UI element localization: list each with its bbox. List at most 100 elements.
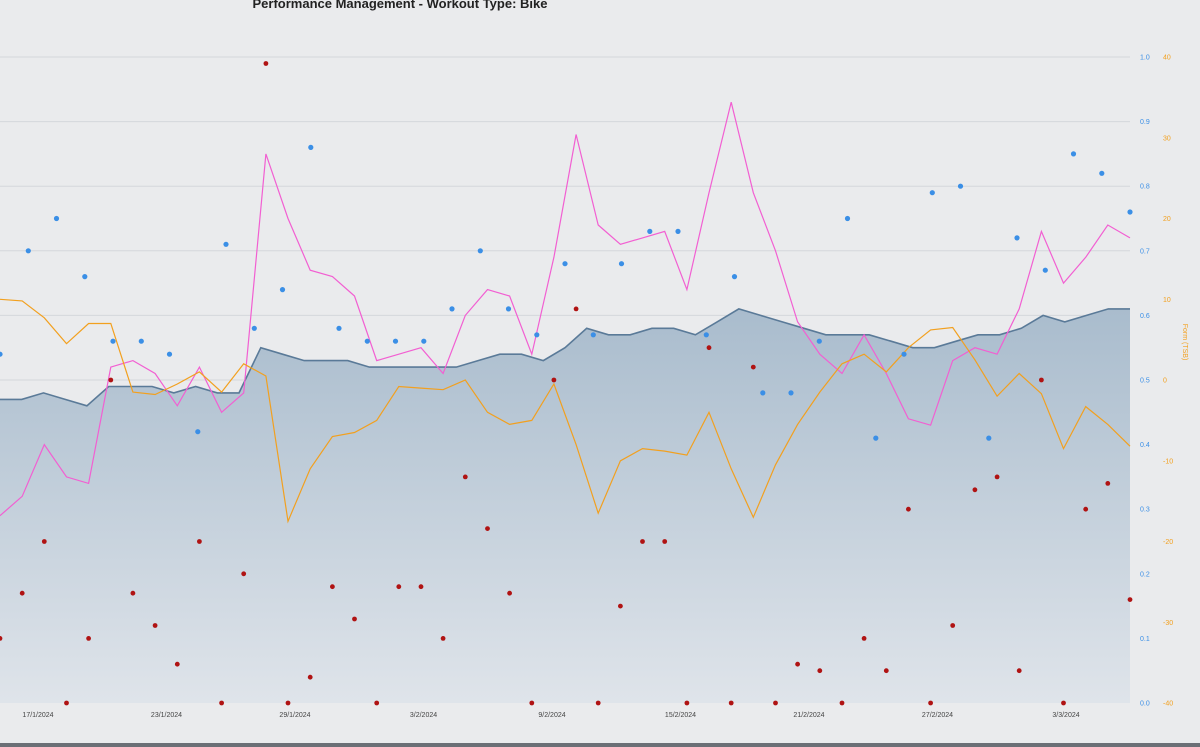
blue-data-point [986, 435, 992, 441]
blue-data-point [675, 228, 681, 234]
dots-layer [0, 61, 1133, 706]
blue-data-point [534, 332, 540, 338]
y-axis-right-outer-label: Form (TSB) [1181, 324, 1188, 361]
red-data-point [551, 377, 557, 383]
blue-data-point [223, 241, 229, 247]
x-tick-label: 17/1/2024 [22, 712, 53, 719]
y-axis-right-inner: 0.0 0.1 0.2 0.3 0.4 0.5 0.6 0.7 0.8 0.9 1.0 [1140, 55, 1150, 708]
blue-data-point [195, 429, 201, 435]
blue-data-point [844, 215, 851, 222]
y-inner-tick-label: 0.0 [1140, 701, 1150, 708]
red-data-point [906, 506, 911, 512]
y-outer-tick-label: 0 [1163, 378, 1167, 385]
red-data-point [0, 636, 3, 641]
y-inner-tick-label: 0.4 [1140, 442, 1150, 449]
red-data-point [1105, 481, 1111, 486]
red-data-point [706, 345, 712, 351]
red-data-point [618, 603, 623, 609]
blue-data-point [1099, 170, 1105, 176]
red-data-point [994, 474, 1000, 480]
red-data-point [307, 674, 313, 680]
red-data-point [507, 590, 512, 596]
blue-data-point [421, 338, 427, 344]
blue-data-point [1014, 235, 1020, 241]
blue-data-point [110, 338, 116, 344]
y-inner-tick-label: 0.7 [1140, 248, 1150, 255]
blue-data-point [1042, 267, 1048, 273]
red-data-point [773, 700, 778, 706]
y-outer-tick-label: 30 [1163, 135, 1171, 142]
y-outer-tick-label: -30 [1163, 620, 1173, 627]
y-outer-tick-label: -10 [1163, 458, 1173, 465]
blue-data-point [138, 338, 144, 344]
red-data-point [263, 61, 269, 66]
x-axis: 17/1/2024 23/1/2024 29/1/2024 3/2/2024 9/2/2… [22, 712, 1079, 719]
x-tick-label: 15/2/2024 [665, 712, 696, 719]
blue-data-point [647, 228, 653, 234]
x-tick-label: 27/2/2024 [922, 712, 953, 719]
y-outer-tick-label: 20 [1163, 216, 1171, 223]
blue-data-point [1070, 151, 1077, 157]
window-bottom-bar [0, 743, 1200, 747]
blue-data-point [251, 325, 257, 331]
blue-data-point [477, 248, 483, 254]
red-data-point [883, 668, 889, 674]
red-data-point [86, 636, 91, 641]
y-outer-tick-label: 40 [1163, 55, 1171, 62]
x-tick-label: 29/1/2024 [279, 712, 310, 719]
fatigue-line [0, 102, 1131, 517]
blue-data-point [166, 351, 173, 357]
red-data-point [839, 700, 845, 706]
blue-data-point [505, 306, 512, 312]
blue-data-point [336, 325, 342, 331]
blue-data-point [392, 338, 399, 344]
red-data-point [1127, 597, 1133, 602]
red-data-point [19, 590, 25, 596]
red-data-point [152, 623, 158, 628]
blue-data-point [873, 435, 879, 441]
fitness-line [0, 308, 1130, 407]
red-data-point [330, 584, 335, 590]
red-data-point [418, 584, 424, 590]
red-data-point [485, 526, 490, 531]
blue-data-point [562, 261, 568, 267]
lines-layer [0, 102, 1131, 524]
x-tick-label: 3/3/2024 [1052, 712, 1079, 719]
blue-data-point [308, 144, 314, 150]
fitness-area [0, 308, 1130, 703]
red-data-point [1016, 668, 1022, 674]
red-data-point [462, 474, 468, 480]
blue-data-point [760, 390, 766, 396]
red-data-point [728, 700, 734, 706]
blue-data-point [82, 274, 88, 280]
y-inner-tick-label: 0.9 [1140, 119, 1150, 126]
red-data-point [640, 539, 645, 544]
chart-title: Performance Management - Workout Type: B… [252, 0, 548, 11]
blue-data-point [53, 215, 60, 222]
red-data-point [64, 700, 69, 706]
blue-data-point [618, 261, 625, 267]
y-inner-tick-label: 0.3 [1140, 507, 1150, 514]
blue-data-point [364, 338, 370, 344]
red-data-point [817, 668, 823, 674]
y-inner-tick-label: 1.0 [1140, 55, 1150, 62]
blue-data-point [901, 351, 907, 357]
blue-data-point [0, 351, 3, 357]
y-outer-tick-label: -40 [1163, 701, 1173, 708]
y-inner-tick-label: 0.5 [1140, 378, 1150, 385]
y-outer-tick-label: 10 [1163, 297, 1171, 304]
y-outer-tick-label: -20 [1163, 539, 1173, 546]
red-data-point [529, 700, 535, 706]
red-data-point [928, 700, 933, 706]
blue-data-point [929, 190, 935, 196]
red-data-point [440, 636, 446, 641]
red-data-point [174, 661, 180, 667]
y-inner-tick-label: 0.8 [1140, 184, 1150, 191]
red-data-point [950, 623, 956, 628]
y-inner-tick-label: 0.6 [1140, 313, 1150, 320]
y-inner-tick-label: 0.1 [1140, 636, 1150, 643]
blue-data-point [25, 248, 31, 254]
blue-data-point [731, 274, 738, 280]
blue-data-point [703, 332, 709, 338]
